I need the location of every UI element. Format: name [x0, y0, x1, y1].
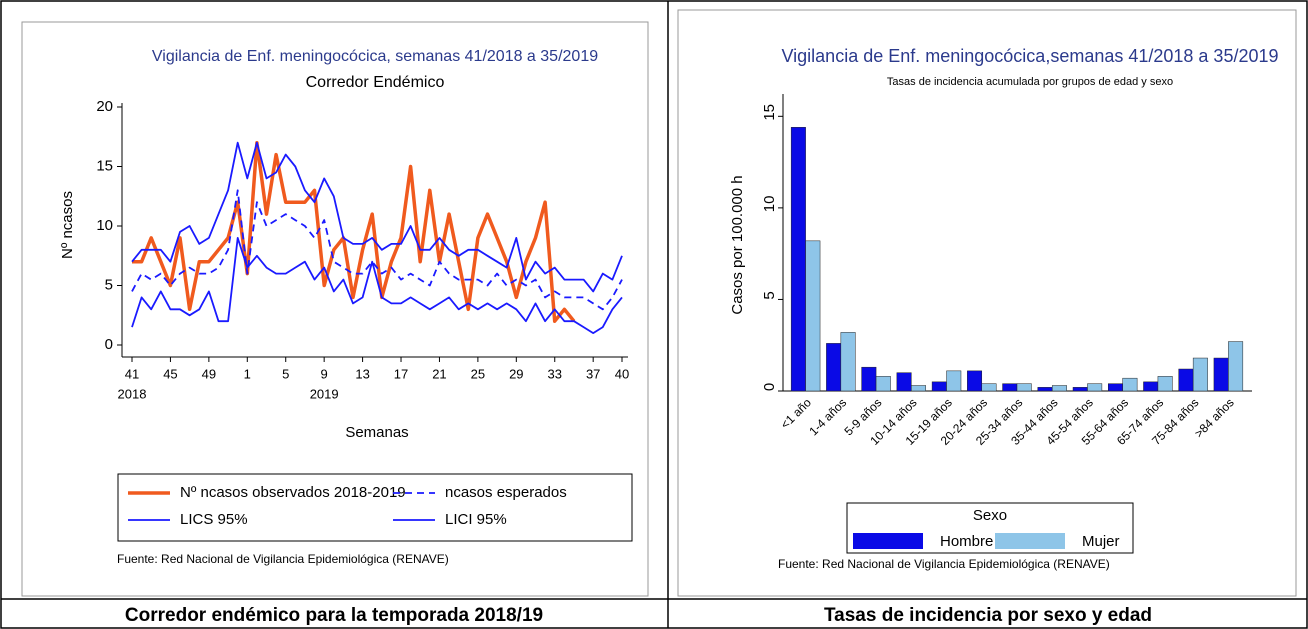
bar: [1037, 387, 1053, 392]
x-tick-label: >84 años: [1192, 395, 1237, 440]
bar: [911, 385, 927, 392]
x-tick-label: 33: [548, 366, 562, 381]
x-tick-label: 45: [163, 366, 177, 381]
bar: [1192, 357, 1208, 392]
chart-subtitle: Tasas de incidencia acumulada por grupos…: [887, 76, 1173, 88]
x-tick-label: 5: [282, 366, 289, 381]
series-line: [132, 140, 576, 323]
bar: [875, 376, 891, 392]
y-axis-label: Casos por 100.000 h: [729, 175, 746, 314]
source: Fuente: Red Nacional de Vigilancia Epide…: [778, 557, 1110, 571]
x-tick-label: 29: [509, 366, 523, 381]
x-tick-label: 21: [432, 366, 446, 381]
x-tick-label: 1-4 años: [806, 395, 849, 438]
series-line: [131, 141, 623, 293]
y-tick-label: 10: [761, 196, 778, 213]
legend-box: [117, 473, 633, 542]
y-tick-label: 5: [761, 291, 778, 299]
x-tick-label: 25: [471, 366, 485, 381]
bar: [1122, 377, 1138, 392]
bar: [826, 343, 842, 392]
y-tick-label: 15: [761, 104, 778, 121]
x-axis-label: Semanas: [345, 424, 408, 441]
x-tick-label: 9: [321, 366, 328, 381]
y-tick-label: 0: [105, 336, 113, 353]
x-tick-label: 40: [615, 366, 629, 381]
year-label: 2019: [310, 386, 339, 401]
legend-label: ncasos esperados: [445, 484, 567, 501]
y-axis-label: Nº ncasos: [59, 191, 76, 259]
bar: [805, 240, 821, 392]
x-tick-label: 1: [244, 366, 251, 381]
year-label: 2018: [118, 386, 147, 401]
bar: [1002, 383, 1018, 392]
bar: [1157, 376, 1173, 392]
bar: [1178, 368, 1194, 392]
y-tick-label: 5: [105, 276, 113, 293]
caption: Tasas de incidencia por sexo y edad: [824, 605, 1152, 626]
bar: [1213, 357, 1229, 392]
bar: [1228, 341, 1244, 392]
legend-label: Hombre: [940, 533, 993, 550]
bar: [931, 381, 947, 392]
x-tick-label: 49: [202, 366, 216, 381]
bar: [1051, 385, 1067, 392]
x-tick-label: 37: [586, 366, 600, 381]
legend-swatch: [995, 533, 1065, 549]
legend-label: Nº ncasos observados 2018-2019: [180, 484, 406, 501]
x-tick-label: 17: [394, 366, 408, 381]
bar: [1107, 383, 1123, 392]
bar: [967, 370, 983, 392]
bar: [861, 366, 877, 392]
bar: [946, 370, 962, 392]
series-line: [131, 189, 623, 311]
chart-title: Vigilancia de Enf. meningocócica,semanas…: [781, 46, 1278, 66]
legend-label: LICI 95%: [445, 511, 507, 528]
chart-title: Vigilancia de Enf. meningocócica, semana…: [152, 48, 598, 65]
y-tick-label: 10: [96, 217, 113, 234]
chart-frame: [677, 9, 1297, 597]
chart-frame: [21, 21, 649, 597]
series-line: [131, 237, 623, 334]
legend-label: LICS 95%: [180, 511, 248, 528]
bar: [1087, 383, 1103, 392]
bar: [1016, 383, 1032, 392]
bar: [1072, 387, 1088, 392]
legend-swatch: [853, 533, 923, 549]
x-tick-label: 41: [125, 366, 139, 381]
x-tick-label: 13: [355, 366, 369, 381]
legend-label: Mujer: [1082, 533, 1120, 550]
y-tick-label: 15: [96, 157, 113, 174]
bar: [790, 127, 806, 392]
source: Fuente: Red Nacional de Vigilancia Epide…: [117, 552, 449, 566]
bar: [1143, 381, 1159, 392]
bar: [981, 383, 997, 392]
legend-title: Sexo: [973, 507, 1007, 524]
chart-subtitle: Corredor Endémico: [306, 74, 445, 91]
caption: Corredor endémico para la temporada 2018…: [125, 605, 543, 626]
bar: [896, 372, 912, 392]
legend-box: [846, 502, 1134, 554]
y-tick-label: 20: [96, 98, 113, 115]
y-tick-label: 0: [761, 383, 778, 391]
bar: [840, 332, 856, 392]
